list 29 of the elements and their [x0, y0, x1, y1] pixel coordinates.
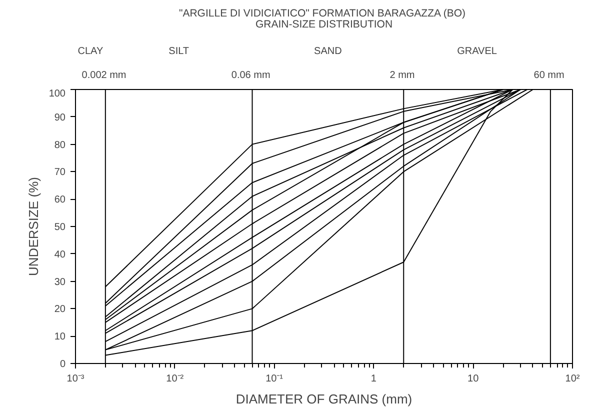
y-tick-label: 70 [54, 167, 66, 178]
x-tick-label: 10 [468, 374, 480, 384]
y-tick-label: 50 [54, 222, 66, 233]
x-tick-label: 10⁻² [166, 374, 184, 384]
y-axis-title: UNDERSIZE (%) [26, 177, 41, 276]
chart-subtitle: GRAIN-SIZE DISTRIBUTION [255, 18, 393, 30]
x-tick-label: 1 [370, 374, 377, 384]
ref-line-label: 0.06 mm [231, 70, 270, 81]
y-tick-label: 90 [54, 112, 66, 124]
y-tick-label: 40 [54, 249, 66, 260]
ref-line-label: 0.002 mm [82, 70, 126, 81]
x-tick-label: 10⁻³ [66, 374, 85, 384]
chart-title: "ARGILLE DI VIDICIATICO" FORMATION BARAGAZZA (BO) [178, 8, 466, 20]
y-tick-label: 30 [54, 276, 66, 288]
text: SILT [168, 46, 190, 57]
y-tick-label: 100 [48, 88, 66, 100]
ref-line-label: 2 mm [390, 70, 415, 81]
y-tick-label: 0 [60, 359, 66, 370]
text: SAND [314, 46, 342, 57]
text: CLAY [78, 46, 104, 57]
x-tick-label: 10⁻¹ [266, 374, 284, 384]
x-axis-title: DIAMETER OF GRAINS (mm) [236, 392, 412, 406]
x-tick-label: 10² [565, 374, 580, 384]
text: GRAVEL [457, 46, 498, 57]
y-tick-label: 10 [54, 332, 66, 343]
y-tick-label: 20 [54, 304, 66, 316]
y-tick-label: 60 [54, 194, 66, 206]
y-tick-label: 80 [54, 140, 66, 151]
ref-line-label: 60 mm [534, 70, 564, 81]
